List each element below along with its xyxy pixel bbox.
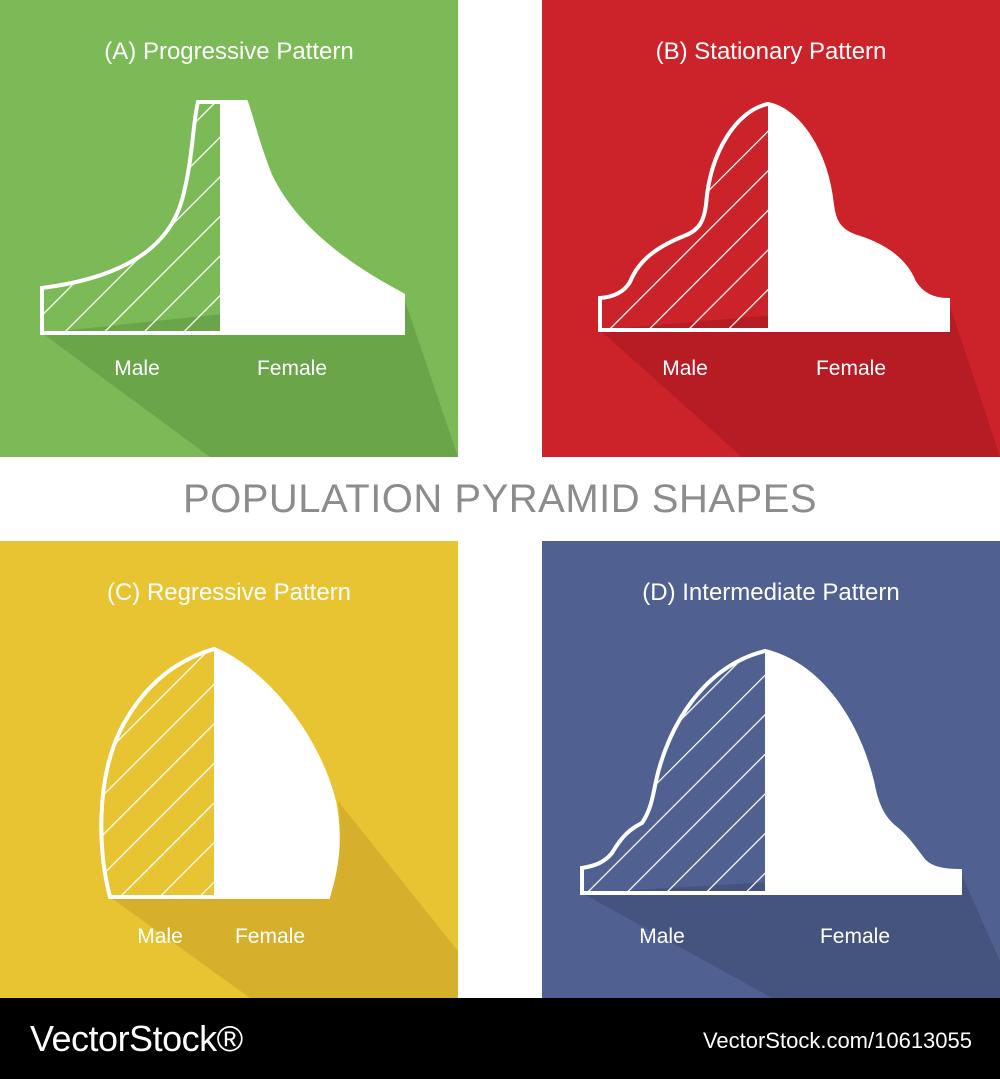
panel-intermediate-pattern: (D) Intermediate Pattern Male Female: [542, 541, 1000, 998]
panel-stationary-pattern: (B) Stationary Pattern Male Female: [542, 0, 1000, 457]
male-hatch: [600, 104, 768, 330]
regressive-pyramid-graphic: [0, 541, 458, 998]
panel-title: (B) Stationary Pattern: [655, 38, 887, 65]
stationary-pyramid-graphic: [542, 0, 1000, 457]
male-hatch: [582, 651, 765, 893]
footer-logo: VectorStock®: [30, 1018, 243, 1059]
male-label: Male: [639, 925, 685, 948]
progressive-pyramid-graphic: [0, 0, 458, 457]
male-label: Male: [137, 925, 183, 948]
panel-regressive-pattern: (C) Regressive Pattern Male Female: [0, 541, 458, 998]
panel-title: (A) Progressive Pattern: [104, 38, 354, 65]
footer-bar: VectorStock® VectorStock.com/10613055: [0, 998, 1000, 1079]
long-shadow: [110, 801, 458, 998]
female-half: [768, 101, 950, 332]
male-label: Male: [662, 357, 708, 380]
long-shadow: [582, 871, 1000, 998]
female-half: [214, 646, 340, 899]
male-label: Male: [114, 357, 160, 380]
male-hatch: [42, 102, 220, 333]
female-half: [220, 100, 405, 335]
female-label: Female: [234, 925, 306, 948]
long-shadow: [42, 295, 458, 457]
long-shadow: [600, 300, 1000, 457]
female-half: [765, 648, 962, 895]
female-label: Female: [815, 357, 887, 380]
male-half: [40, 100, 220, 335]
female-label: Female: [256, 357, 328, 380]
intermediate-pyramid-graphic: [542, 541, 1000, 998]
panel-progressive-pattern: (A) Progressive Pattern Male Female: [0, 0, 458, 457]
female-label: Female: [819, 925, 891, 948]
panel-title: (D) Intermediate Pattern: [642, 579, 900, 606]
main-title: POPULATION PYRAMID SHAPES: [182, 477, 818, 521]
panel-title: (C) Regressive Pattern: [106, 579, 352, 606]
male-hatch: [101, 649, 214, 897]
footer-image-id: VectorStock.com/10613055: [702, 1028, 972, 1053]
